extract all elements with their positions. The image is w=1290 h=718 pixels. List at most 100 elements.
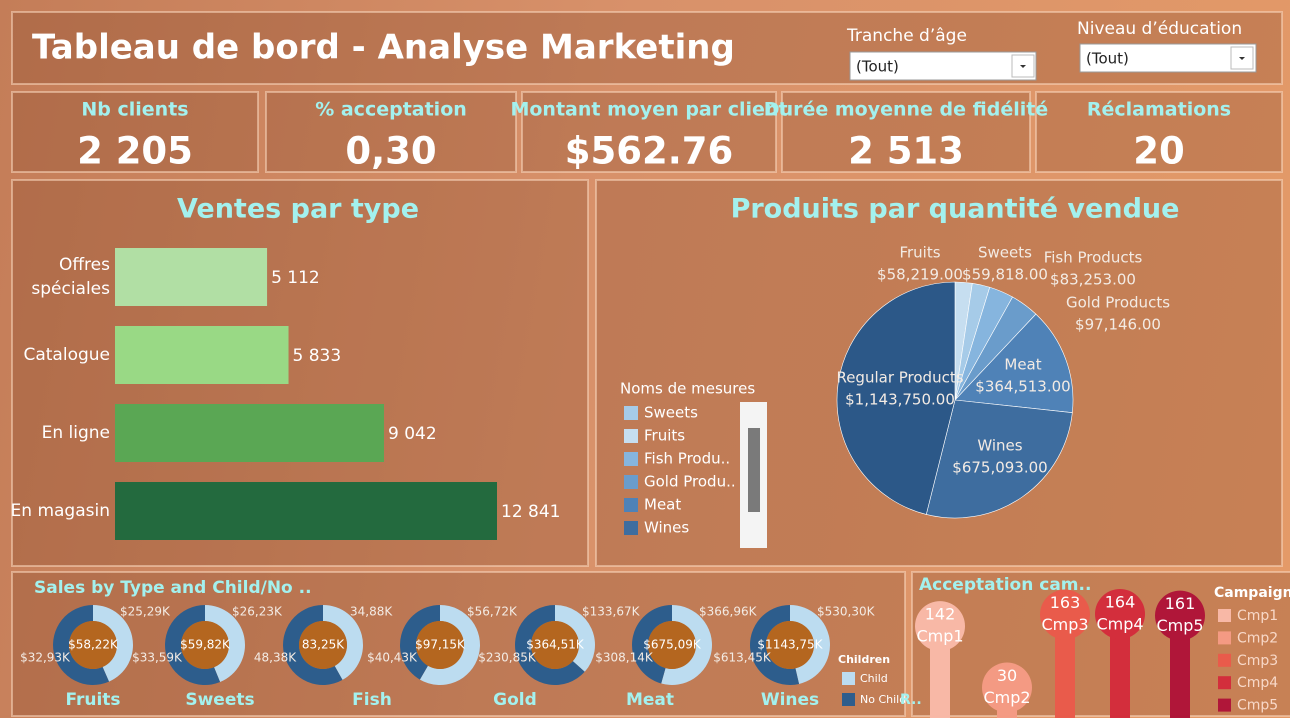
kpi-label: Nb clients xyxy=(81,99,188,121)
pie-label: Fish Products xyxy=(1044,249,1143,267)
donut-value-label: $33,59K xyxy=(132,651,183,665)
legend-swatch xyxy=(1218,631,1231,645)
legend-label: No Child xyxy=(860,693,906,706)
donut-total-label: 83,25K xyxy=(302,638,345,652)
donut-center xyxy=(299,621,347,669)
filter-dropdown[interactable] xyxy=(849,51,1037,81)
donut-center xyxy=(181,621,229,669)
legend-swatch xyxy=(842,693,855,706)
kpi-label: % acceptation xyxy=(315,99,467,121)
lollipop-head xyxy=(1155,590,1205,641)
legend-title: Campaign xyxy=(1214,585,1290,601)
stem xyxy=(1170,615,1190,718)
legend-swatch xyxy=(1218,698,1231,712)
kpi-panel xyxy=(11,91,259,173)
donut-total-label: $58,22K xyxy=(68,638,119,652)
kpi-label: Réclamations xyxy=(1087,99,1231,121)
lollipop-label: Cmp2 xyxy=(983,688,1030,707)
donut-segment xyxy=(750,605,800,685)
pie-value-label: $83,253.00 xyxy=(1050,271,1136,289)
pie-value-label: $675,093.00 xyxy=(952,459,1047,477)
pie-label: Wines xyxy=(977,437,1022,455)
legend-swatch xyxy=(1218,653,1231,667)
donut-value-label: $530,30K xyxy=(817,605,876,619)
bar xyxy=(115,326,289,384)
legend-swatch xyxy=(624,429,638,443)
donut-value-label: $133,67K xyxy=(582,605,641,619)
bar xyxy=(115,482,497,540)
legend-scroll-thumb[interactable] xyxy=(748,428,760,512)
donut-total-label: $364,51K xyxy=(526,638,585,652)
bar-value-label: 5 833 xyxy=(293,346,342,366)
bar-category-label: Offres spéciales xyxy=(31,255,110,299)
pie-value-label: $1,143,750.00 xyxy=(845,391,955,409)
filter-label: Tranche d’âge xyxy=(846,26,967,46)
facet-label: Meat xyxy=(626,690,674,710)
legend-swatch xyxy=(624,452,638,466)
chart-title: Sales by Type and Child/No .. xyxy=(34,578,312,598)
lollipop-label: Cmp1 xyxy=(916,627,963,646)
stem xyxy=(1055,614,1075,718)
donut-value-label: $26,23K xyxy=(232,605,283,619)
chart-title: Produits par quantité vendue xyxy=(731,194,1180,225)
donut-segment xyxy=(790,605,830,684)
donut-segment xyxy=(165,605,221,685)
facet-label: Gold xyxy=(493,690,537,710)
bar xyxy=(115,404,384,462)
donut-center xyxy=(766,621,814,669)
legend-swatch xyxy=(1218,676,1231,690)
donut-value-label: 34,88K xyxy=(350,605,393,619)
stem xyxy=(1110,614,1130,718)
header-panel xyxy=(11,11,1283,85)
pie-label: Sweets xyxy=(978,244,1032,262)
facet-label: Fish xyxy=(352,690,392,710)
filter-label: Niveau d’éducation xyxy=(1077,19,1242,39)
donut-segment xyxy=(93,604,134,682)
lollipop-head xyxy=(1095,589,1145,639)
lollipop-head xyxy=(982,662,1032,713)
donut-segment xyxy=(555,605,595,672)
lollipop-label: Cmp5 xyxy=(1156,616,1203,635)
lollipop-value: 163 xyxy=(1050,593,1081,612)
donut-center xyxy=(416,621,464,669)
legend-label: Child xyxy=(860,672,888,685)
legend-swatch xyxy=(842,672,855,685)
kpi-panel xyxy=(781,91,1031,173)
donut-center xyxy=(531,621,579,669)
legend-label: Cmp2 xyxy=(1237,630,1278,646)
donut-center xyxy=(69,621,117,669)
legend-label: Cmp1 xyxy=(1237,608,1278,624)
donut-segment xyxy=(283,605,343,686)
legend: Sweets Fruits Fish Produ.. Gold Produ.. Meat… xyxy=(624,404,736,537)
donut-center xyxy=(648,621,696,669)
lollipop-value: 161 xyxy=(1165,594,1196,613)
donut-total-label: $97,15K xyxy=(415,638,466,652)
kpi-panel xyxy=(521,91,777,173)
pie-slice xyxy=(954,313,1074,414)
bar-value-label: 9 042 xyxy=(388,424,437,444)
legend-label: Fish Produ.. xyxy=(644,450,730,468)
legend-label: Cmp3 xyxy=(1237,653,1278,669)
pie-label: Fruits xyxy=(899,244,940,262)
lollipop-value: 142 xyxy=(925,605,956,624)
legend-swatch xyxy=(624,498,638,512)
lollipop-value: 30 xyxy=(997,666,1017,685)
donut-segment xyxy=(515,605,585,685)
pie-slice xyxy=(925,399,1073,519)
pie-value-label: $97,146.00 xyxy=(1075,316,1161,334)
filter-dropdown[interactable] xyxy=(1079,43,1257,73)
donut-value-label: $25,29K xyxy=(120,605,171,619)
legend-swatch xyxy=(624,521,638,535)
pie-value-label: $58,219.00 xyxy=(877,266,963,284)
legend-label: Meat xyxy=(644,496,681,514)
dropdown-arrow xyxy=(1239,57,1245,60)
legend-label: Fruits xyxy=(644,427,685,445)
kpi-value: $562.76 xyxy=(565,130,734,173)
dropdown-arrow xyxy=(1020,65,1026,68)
pie-slice xyxy=(836,281,956,515)
donut-segment xyxy=(323,605,364,680)
legend-title: Noms de mesures xyxy=(620,380,755,398)
legend-swatch xyxy=(624,406,638,420)
